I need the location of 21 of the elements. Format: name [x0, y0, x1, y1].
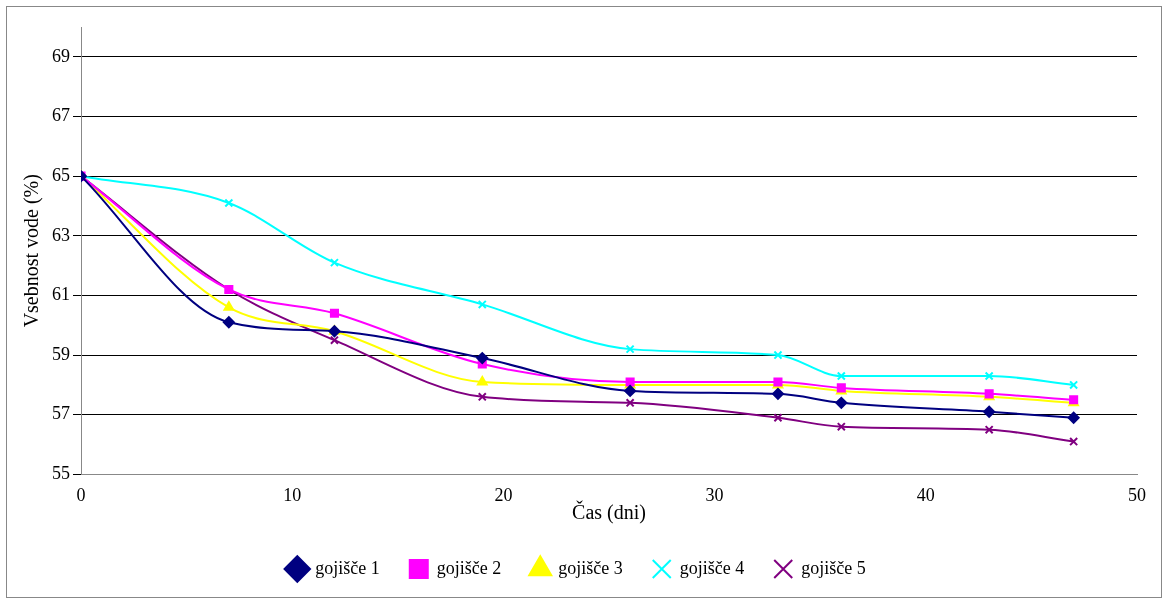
y-tick-label: 63: [52, 224, 70, 245]
legend-label: gojišče 1: [315, 557, 380, 578]
y-tick-label: 65: [52, 164, 70, 185]
legend-label: gojišče 2: [436, 557, 502, 578]
y-tick-label: 61: [52, 284, 70, 305]
legend-label: gojišče 3: [558, 557, 623, 578]
legend-label: gojišče 5: [801, 557, 866, 578]
x-tick-label: 0: [76, 484, 86, 505]
x-tick-label: 20: [494, 484, 513, 505]
x-tick-label: 30: [705, 484, 724, 505]
y-tick-label: 69: [52, 45, 70, 66]
x-tick-label: 10: [283, 484, 302, 505]
x-tick-label: 50: [1128, 484, 1146, 505]
y-tick-label: 55: [52, 463, 70, 484]
x-tick-label: 40: [916, 484, 935, 505]
y-tick-label: 57: [52, 403, 70, 424]
legend-label: gojišče 4: [679, 557, 745, 578]
y-tick-label: 67: [52, 105, 70, 126]
y-axis-title: Vsebnost vode (%): [20, 174, 44, 328]
x-axis-title: Čas (dni): [572, 500, 646, 525]
y-tick-label: 59: [52, 343, 70, 364]
